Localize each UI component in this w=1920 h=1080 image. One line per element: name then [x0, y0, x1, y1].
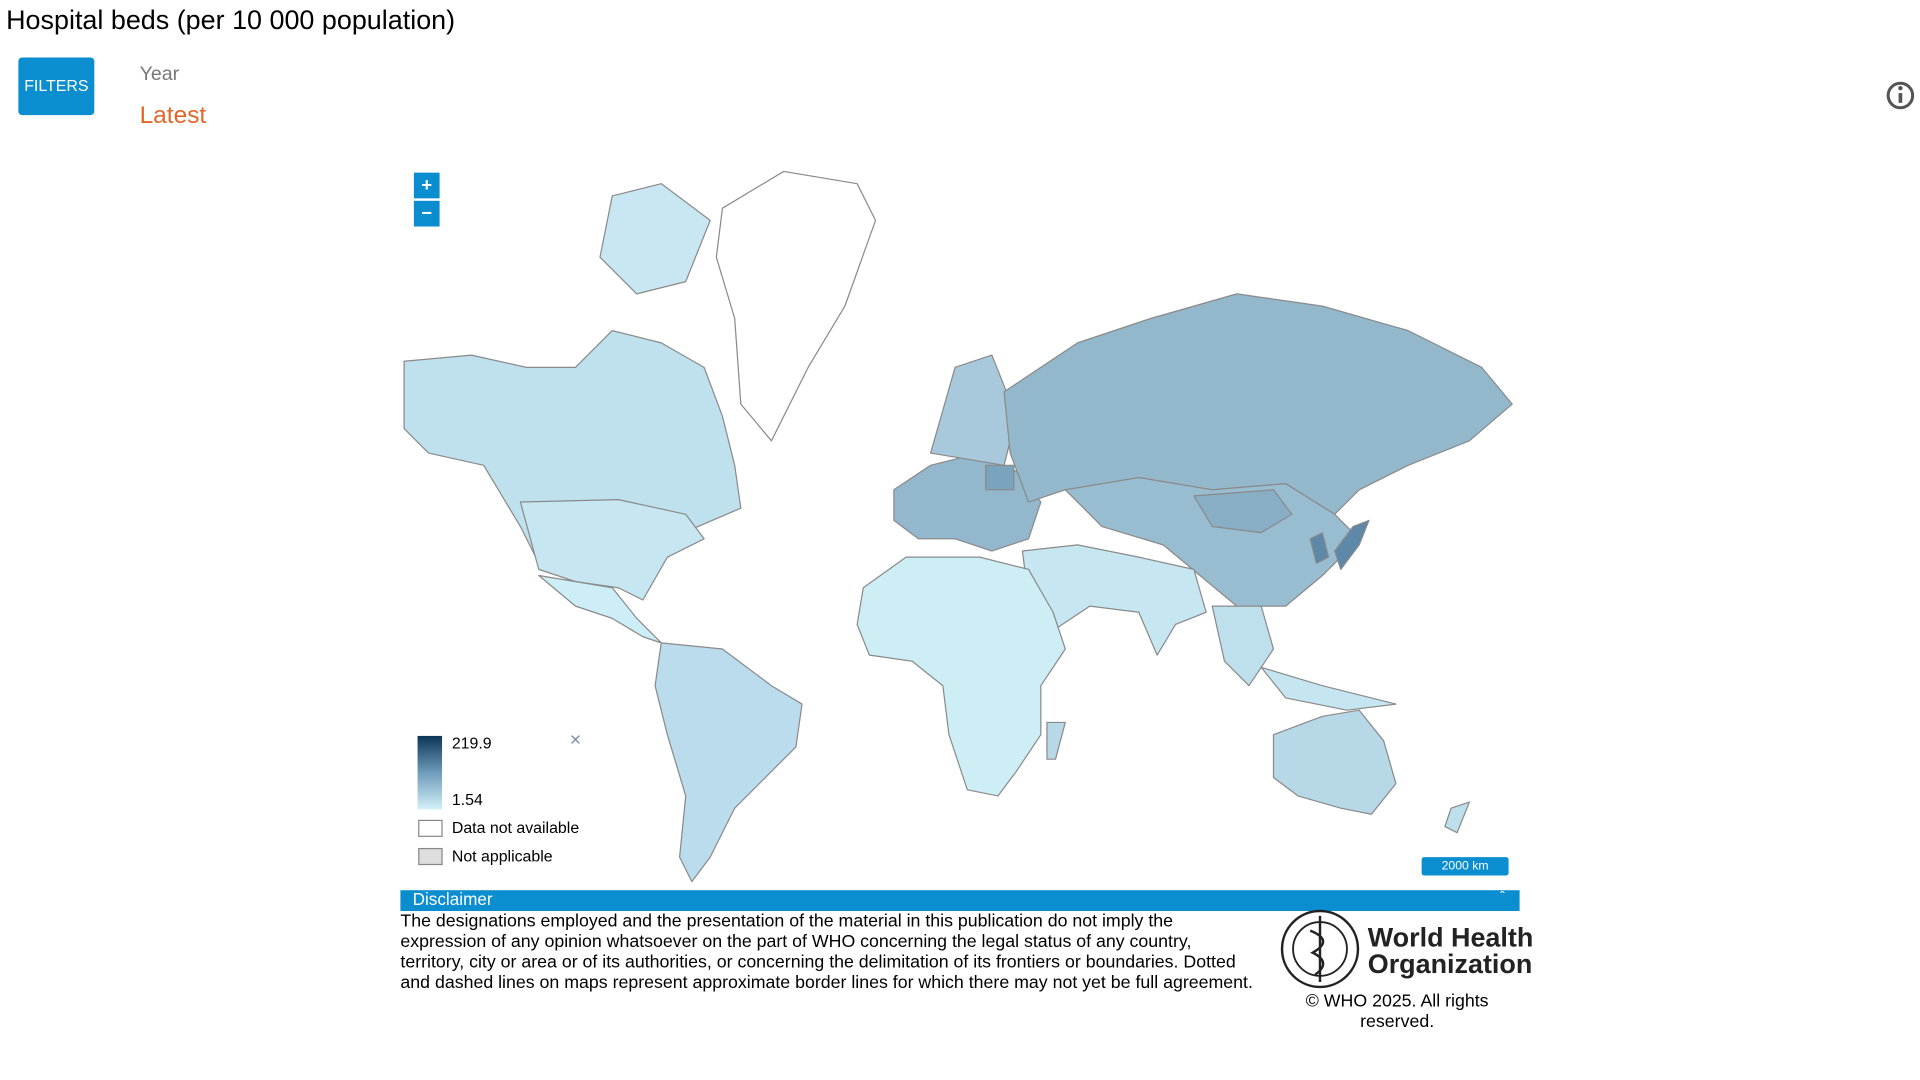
legend: 219.9 1.54 × Data not available Not appl…: [417, 729, 581, 866]
disclaimer-bar[interactable]: [400, 890, 1520, 912]
zoom-out-label[interactable]: −: [421, 202, 432, 223]
info-icon[interactable]: [1886, 81, 1915, 110]
copyright: reserved.: [1360, 1011, 1434, 1031]
logo-line: World Health: [1368, 922, 1534, 952]
legend-min: 1.54: [452, 792, 483, 809]
disclaimer-line: The designations employed and the presen…: [400, 911, 1173, 931]
filters-button[interactable]: [18, 57, 95, 116]
disclaimer-text: The designations employed and the presen…: [400, 911, 1252, 992]
disclaimer-title[interactable]: Disclaimer: [413, 889, 493, 909]
legend-swatch: [418, 819, 443, 837]
zoom-in-button[interactable]: [413, 172, 440, 199]
filter-value[interactable]: Latest: [140, 102, 207, 129]
legend-close[interactable]: ×: [570, 729, 581, 751]
color-scale: [417, 735, 443, 810]
filter-label: Year: [140, 63, 180, 85]
disclaimer-line: territory, city or area or of its author…: [400, 952, 1235, 972]
zoom-out-button[interactable]: [413, 200, 440, 227]
legend-max: 219.9: [452, 736, 492, 753]
disclaimer-line: expression of any opinion whatsoever on …: [400, 931, 1191, 951]
map[interactable]: [403, 170, 1513, 883]
who-logo: World Health Organization: [1280, 909, 1534, 989]
legend-item: Not applicable: [452, 848, 553, 865]
page-title: Hospital beds (per 10 000 population): [6, 5, 455, 35]
legend-item: Data not available: [452, 820, 579, 837]
zoom-in-label[interactable]: +: [421, 174, 432, 195]
disclaimer-line: and dashed lines on maps represent appro…: [400, 972, 1252, 992]
logo-line: Organization: [1368, 949, 1533, 979]
scale-bar: [1421, 857, 1509, 876]
filters-button-label[interactable]: FILTERS: [24, 78, 88, 95]
disclaimer-toggle[interactable]: ˆ: [1500, 889, 1505, 905]
legend-swatch: [418, 847, 443, 866]
zoom-controls: + −: [413, 172, 440, 227]
copyright: © WHO 2025. All rights: [1306, 990, 1489, 1010]
scale-bar-label: 2000 km: [1442, 859, 1489, 873]
